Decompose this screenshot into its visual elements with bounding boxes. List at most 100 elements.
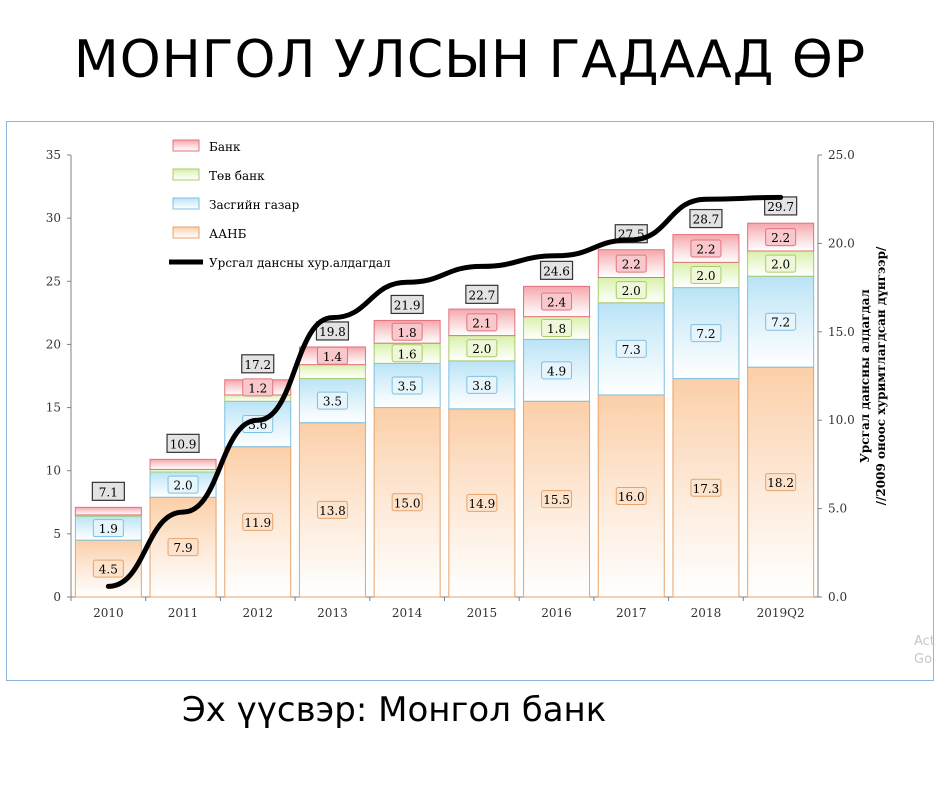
y2-tick-label: 0.0 [828,590,847,604]
data-label-box [541,319,573,338]
data-label: 2.4 [547,295,566,309]
data-label: 7.3 [622,343,641,357]
watermark-line1: Act [914,634,935,649]
bar-segment-bank [74,506,142,516]
legend-swatch-aanb [172,226,200,239]
total-label-box [91,481,125,501]
current-account-point [330,316,334,320]
legend-label: Банк [209,140,241,154]
x-tick-label: 2018 [691,606,722,620]
data-label: 3.8 [472,379,491,393]
data-label-box [242,378,274,397]
current-account-point [555,254,559,258]
y2-tick-label: 20.0 [828,236,855,250]
data-label-box [765,312,797,331]
x-tick-label: 2010 [93,606,124,620]
x-tick-label: 2017 [616,606,647,620]
current-account-point [779,195,783,199]
y-tick-label: 25 [46,274,61,288]
data-label-box [466,339,498,358]
total-label-box [539,260,574,280]
external-debt-chart: 0 5 10 15 20 25 30 35 0.0 5.0 10.0 15.0 20.0 25.0 Урсг… [46,139,888,620]
data-label-box [690,478,722,497]
data-label-box [541,361,573,380]
legend-label: Төв банк [209,169,265,183]
data-label-box [466,493,498,512]
source-label: Эх үүсвэр: [182,690,368,730]
total-label-box [166,433,200,453]
data-label-box [391,376,423,395]
data-label: 2.2 [771,231,790,245]
total-label-box [241,354,275,374]
x-tick-label: 2019Q2 [757,606,805,620]
y2-tick-label: 15.0 [828,325,855,339]
data-label: 2.0 [174,479,193,493]
y-tick-label: 5 [53,527,61,541]
x-tick-label: 2012 [242,606,273,620]
y-tick-label: 20 [46,337,61,351]
data-label-box [765,473,797,492]
x-tick-label: 2015 [467,606,498,620]
data-label: 15.5 [543,493,570,507]
source-value: Монгол банк [378,690,607,730]
data-label: 7.2 [771,316,790,330]
data-label: 1.4 [323,350,342,364]
y-tick-label: 15 [46,401,61,415]
y2-tick-label: 5.0 [828,502,847,516]
x-tick-label: 2016 [541,606,572,620]
data-label: 1.2 [248,381,267,395]
data-label: 2.0 [771,258,790,272]
y2-tick-label: 25.0 [828,148,855,162]
legend-label: ААНБ [209,227,247,241]
data-label: 1.8 [398,326,417,340]
data-label-box [615,281,647,300]
data-label: 2.0 [696,269,715,283]
data-label-box [167,475,199,494]
legend-swatch-bank [172,139,200,152]
data-label: 11.9 [244,516,271,530]
data-label-box [765,254,797,273]
bar-segment-bank [149,458,217,470]
data-label: 7.2 [696,327,715,341]
data-label: 4.9 [547,364,566,378]
data-label: 1.9 [99,522,118,536]
slide-title: МОНГОЛ УЛСЫН ГАДААД ӨР [73,30,867,90]
data-label-box [690,324,722,343]
data-label: 3.5 [323,395,342,409]
y2-tick-label: 10.0 [828,413,855,427]
y2-axis-title-line2: //2009 оноос хуримтлагдсан дүнгээр/ [874,246,888,505]
data-label: 18.2 [767,476,794,490]
total-label-box [315,321,350,341]
data-label-box [391,493,423,512]
data-label-box [316,346,348,365]
data-label-box [615,254,647,273]
legend-label: Засгийн газар [209,198,300,212]
data-label: 4.5 [99,563,118,577]
data-label-box [690,239,722,258]
data-label-box [615,339,647,358]
data-label-box [391,322,423,341]
data-label-box [316,500,348,519]
data-label-box [242,512,274,531]
total-label: 24.6 [543,264,570,278]
data-label: 2.0 [472,342,491,356]
data-label: 2.2 [622,258,641,272]
data-label: 1.6 [398,347,417,361]
current-account-point [629,238,633,242]
data-label-box [765,228,797,247]
total-label: 29.7 [767,200,794,214]
data-label: 13.8 [319,504,346,518]
data-label-box [167,538,199,557]
data-label-box [466,313,498,332]
data-label-box [690,265,722,284]
data-label: 1.8 [547,322,566,336]
y-tick-label: 10 [46,464,61,478]
current-account-point [480,264,484,268]
data-label: 14.9 [468,497,495,511]
total-label-box [465,284,499,304]
current-account-point [405,280,409,284]
data-label-box [615,486,647,505]
legend-label: Урсгал дансны хур.алдагдал [209,256,391,270]
x-tick-label: 2011 [168,606,199,620]
data-label-box [92,559,124,578]
